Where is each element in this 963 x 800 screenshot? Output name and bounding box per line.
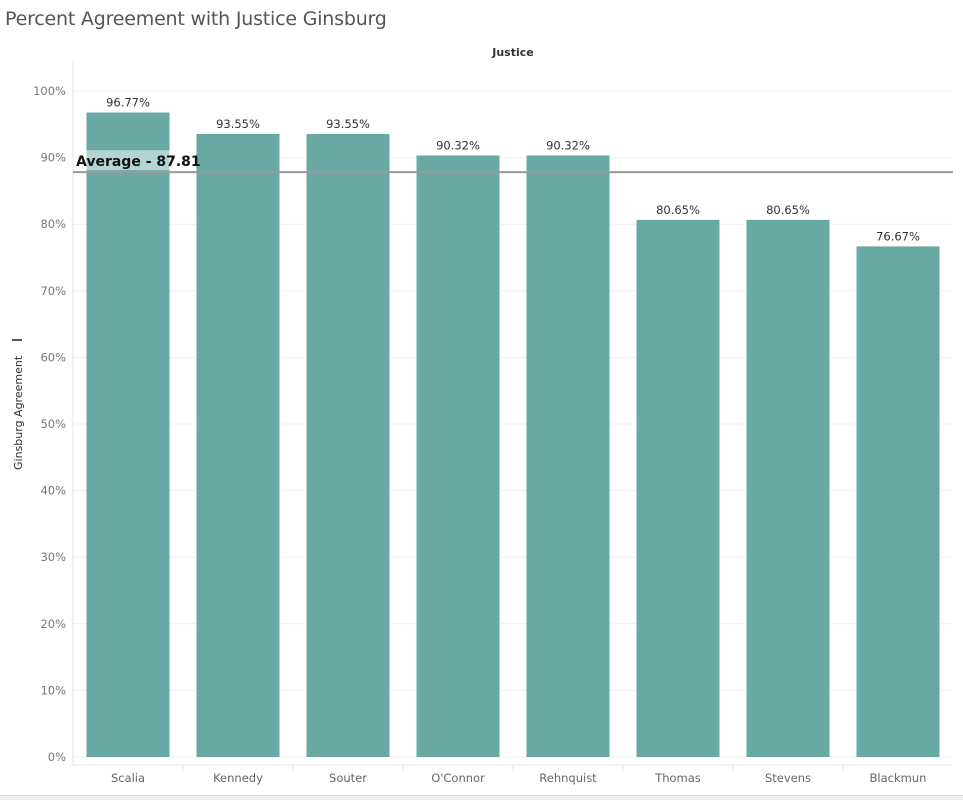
- x-tick-label: Rehnquist: [539, 771, 597, 785]
- bar-blackmun: [856, 246, 940, 757]
- x-tick-label: O'Connor: [431, 771, 485, 785]
- x-tick-label: Scalia: [111, 771, 145, 785]
- y-tick-label: 40%: [40, 484, 66, 498]
- footer-bar: [0, 795, 963, 800]
- x-tick-label: Stevens: [765, 771, 811, 785]
- bar-stevens: [746, 219, 830, 758]
- sort-icon[interactable]: [12, 339, 22, 349]
- x-tick-label: Blackmun: [870, 771, 927, 785]
- column-header: Justice: [492, 46, 534, 59]
- average-label-background: [75, 150, 195, 171]
- bar-rehnquist: [526, 155, 610, 757]
- y-tick-label: 30%: [40, 550, 66, 564]
- data-label: 80.65%: [656, 203, 700, 217]
- data-label: 93.55%: [326, 117, 370, 131]
- x-tick-label: Thomas: [654, 771, 701, 785]
- data-label: 80.65%: [766, 203, 810, 217]
- data-label: 76.67%: [876, 229, 920, 243]
- y-tick-label: 10%: [40, 683, 66, 697]
- y-tick-label: 100%: [33, 84, 66, 98]
- x-tick-label: Souter: [329, 771, 367, 785]
- bar-oconnor: [416, 155, 500, 757]
- bar-souter: [306, 133, 390, 757]
- data-label: 96.77%: [106, 96, 150, 110]
- bar-kennedy: [196, 133, 280, 757]
- data-label: 90.32%: [436, 138, 480, 152]
- bar-thomas: [636, 219, 720, 758]
- y-tick-label: 70%: [40, 284, 66, 298]
- y-tick-label: 0%: [48, 750, 66, 764]
- chart-title: Percent Agreement with Justice Ginsburg: [5, 8, 387, 30]
- data-label: 90.32%: [546, 138, 590, 152]
- y-tick-label: 60%: [40, 350, 66, 364]
- y-tick-label: 80%: [40, 217, 66, 231]
- y-tick-label: 20%: [40, 617, 66, 631]
- average-label: Average - 87.81: [76, 154, 201, 170]
- x-tick-label: Kennedy: [213, 771, 263, 785]
- bar-scalia: [86, 112, 170, 758]
- y-tick-label: 90%: [40, 151, 66, 165]
- data-label: 93.55%: [216, 117, 260, 131]
- y-tick-label: 50%: [40, 417, 66, 431]
